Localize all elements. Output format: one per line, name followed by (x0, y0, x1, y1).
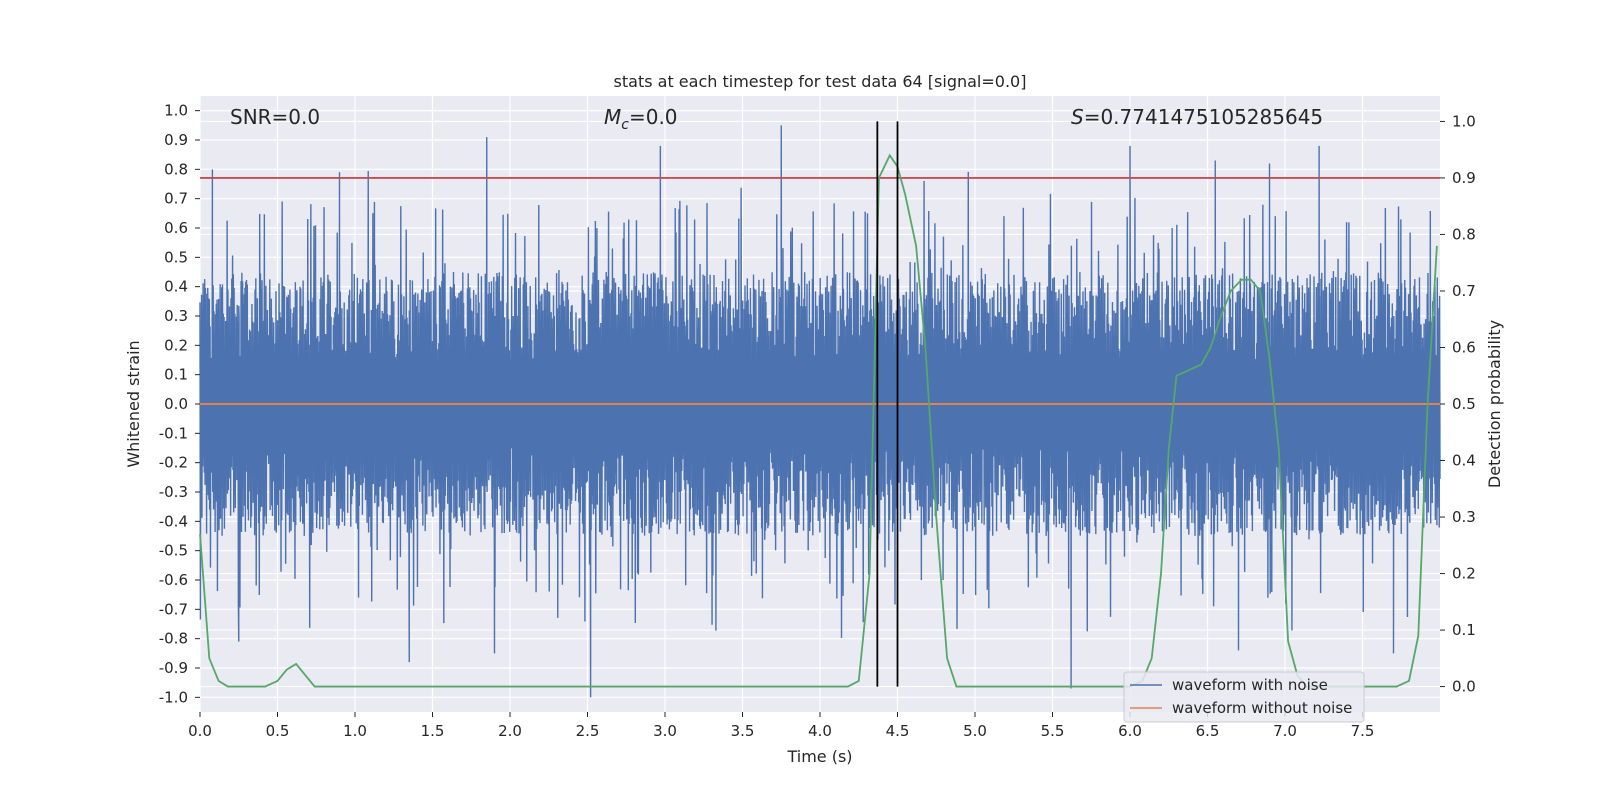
y-tick-label: 0.6 (164, 219, 188, 237)
y2-tick-label: 0.4 (1452, 452, 1476, 470)
y2-tick-label: 0.9 (1452, 169, 1476, 187)
legend-box (1123, 671, 1365, 723)
axes: 0.0 0.5 1.0 1.5 2.0 2.5 3.0 3.5 4.0 4.5 5.0 5.5 6.0 6… (159, 102, 1476, 740)
mc-annotation: Mc=0.0 (604, 105, 678, 133)
y2-tick-label: 0.0 (1452, 678, 1476, 696)
x-tick-label: 5.5 (1041, 722, 1065, 740)
x-tick-label: 3.5 (731, 722, 755, 740)
y-tick-label: 0.8 (164, 160, 188, 178)
y2-tick-label: 0.2 (1452, 565, 1476, 583)
legend-label-noise: waveform with noise (1172, 676, 1328, 694)
x-tick-label: 0.5 (266, 722, 290, 740)
y-tick-label: 0.3 (164, 307, 188, 325)
s-annotation: S=0.7741475105285645 (1071, 105, 1323, 129)
y-tick-label: 1.0 (164, 102, 188, 120)
y-tick-label: -0.2 (159, 454, 188, 472)
x-tick-label: 0.0 (188, 722, 212, 740)
x-tick-label: 6.5 (1196, 722, 1220, 740)
y-axis-label: Whitened strain (124, 340, 143, 467)
x-tick-label: 4.5 (886, 722, 910, 740)
y-tick-label: 0.9 (164, 131, 188, 149)
x-tick-label: 2.5 (576, 722, 600, 740)
y2-axis-label: Detection probability (1485, 320, 1504, 488)
y-tick-label: -0.5 (159, 542, 188, 560)
mc-value: =0.0 (629, 105, 678, 129)
x-tick-label: 1.0 (343, 722, 367, 740)
legend: waveform with noise waveform without noi… (1123, 671, 1365, 723)
y2-tick-label: 0.6 (1452, 338, 1476, 356)
legend-label-clean: waveform without noise (1172, 699, 1352, 717)
s-value: =0.7741475105285645 (1084, 105, 1323, 129)
x-tick-label: 1.5 (421, 722, 445, 740)
x-tick-label: 2.0 (498, 722, 522, 740)
y-tick-label: 0.7 (164, 190, 188, 208)
y-tick-label: -0.7 (159, 600, 188, 618)
y2-tick-label: 0.7 (1452, 282, 1476, 300)
x-tick-label: 3.0 (653, 722, 677, 740)
x-tick-label: 7.0 (1273, 722, 1297, 740)
x-tick-label: 7.5 (1351, 722, 1375, 740)
chart-title: stats at each timestep for test data 64 … (614, 72, 1027, 91)
y-tick-label: 0.5 (164, 248, 188, 266)
y-tick-label: -1.0 (159, 688, 188, 706)
mc-symbol: M (604, 105, 621, 129)
y-tick-label: -0.9 (159, 659, 188, 677)
x-tick-label: 4.0 (808, 722, 832, 740)
y-tick-label: 0.2 (164, 336, 188, 354)
x-tick-label: 5.0 (963, 722, 987, 740)
y2-tick-label: 0.8 (1452, 225, 1476, 243)
y2-tick-label: 0.1 (1452, 621, 1476, 639)
y-tick-label: 0.0 (164, 395, 188, 413)
y-tick-label: -0.1 (159, 424, 188, 442)
y-tick-label: -0.4 (159, 512, 188, 530)
x-tick-label: 6.0 (1118, 722, 1142, 740)
detection-probability-line (199, 153, 1438, 688)
y-tick-label: 0.4 (164, 278, 188, 296)
y-tick-label: -0.3 (159, 483, 188, 501)
y-tick-label: -0.8 (159, 630, 188, 648)
y-tick-label: 0.1 (164, 366, 188, 384)
y2-tick-label: 0.5 (1452, 395, 1476, 413)
mc-subscript: c (621, 117, 629, 133)
overlay-lines (199, 121, 1440, 688)
x-axis-label: Time (s) (786, 747, 852, 766)
snr-annotation: SNR=0.0 (230, 105, 320, 129)
y-tick-label: -0.6 (159, 571, 188, 589)
y2-tick-label: 0.3 (1452, 508, 1476, 526)
s-symbol: S (1071, 105, 1084, 129)
y2-tick-label: 1.0 (1452, 112, 1476, 130)
